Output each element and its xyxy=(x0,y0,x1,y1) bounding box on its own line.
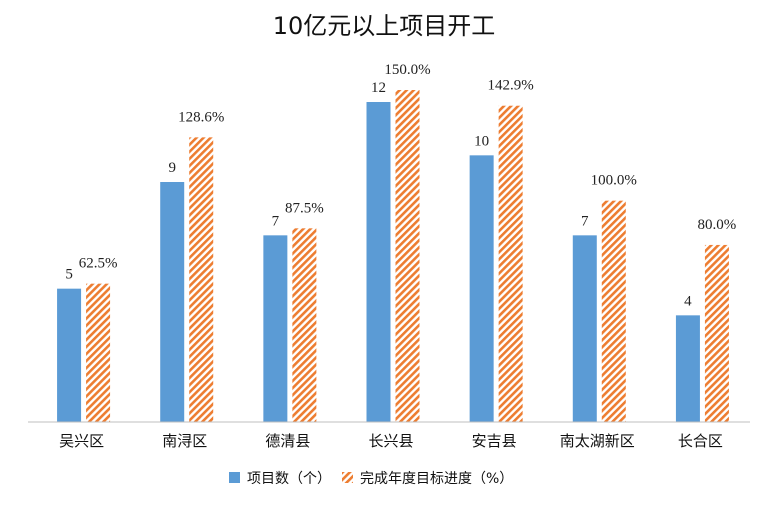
category-label: 南浔区 xyxy=(162,432,207,450)
data-label-project-count: 7 xyxy=(581,213,589,229)
plot-area: 5 62.5% 吴兴区 9 128.6% 南浔区 7 87.5% 德清县 12 150.0% 长兴县 1… xyxy=(57,62,736,450)
bar-target-progress xyxy=(292,228,317,422)
data-label-target-progress: 80.0% xyxy=(698,217,737,233)
chart-title: 10亿元以上项目开工 xyxy=(273,12,496,40)
data-label-project-count: 5 xyxy=(65,267,73,283)
data-label-target-progress: 62.5% xyxy=(79,256,118,272)
bar-target-progress xyxy=(395,90,420,422)
data-label-project-count: 12 xyxy=(371,80,386,96)
legend-swatch-target-progress xyxy=(342,472,353,483)
data-label-target-progress: 128.6% xyxy=(178,109,224,125)
category-label: 长兴县 xyxy=(368,432,413,450)
data-label-target-progress: 100.0% xyxy=(591,173,637,189)
category-label: 德清县 xyxy=(265,432,310,450)
data-label-project-count: 4 xyxy=(684,293,692,309)
bar-project-count xyxy=(572,235,597,422)
bar-target-progress xyxy=(86,283,111,422)
bar-project-count xyxy=(263,235,288,422)
bar-project-count xyxy=(469,155,494,423)
legend: 项目数（个） 完成年度目标进度（%） xyxy=(229,471,513,487)
bar-target-progress xyxy=(601,200,626,422)
bar-project-count xyxy=(160,182,185,422)
bar-target-progress xyxy=(498,105,523,423)
data-label-target-progress: 142.9% xyxy=(488,78,534,94)
legend-label-project-count: 项目数（个） xyxy=(247,471,331,487)
bar-target-progress xyxy=(704,244,729,422)
category-label: 安吉县 xyxy=(472,432,517,450)
data-label-project-count: 9 xyxy=(168,160,176,176)
category-label: 吴兴区 xyxy=(59,432,104,450)
data-label-project-count: 10 xyxy=(474,133,489,149)
data-label-target-progress: 87.5% xyxy=(285,200,324,216)
bar-project-count xyxy=(675,315,700,422)
data-label-target-progress: 150.0% xyxy=(384,62,430,78)
category-label: 长合区 xyxy=(678,432,723,450)
legend-label-target-progress: 完成年度目标进度（%） xyxy=(360,471,513,487)
bar-target-progress xyxy=(189,137,214,422)
data-label-project-count: 7 xyxy=(272,213,280,229)
legend-swatch-project-count xyxy=(229,472,240,483)
category-label: 南太湖新区 xyxy=(560,432,635,450)
bar-project-count xyxy=(366,102,391,422)
bar-project-count xyxy=(57,288,82,422)
